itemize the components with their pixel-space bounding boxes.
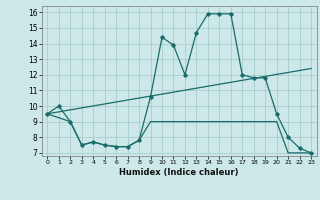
X-axis label: Humidex (Indice chaleur): Humidex (Indice chaleur) <box>119 168 239 177</box>
